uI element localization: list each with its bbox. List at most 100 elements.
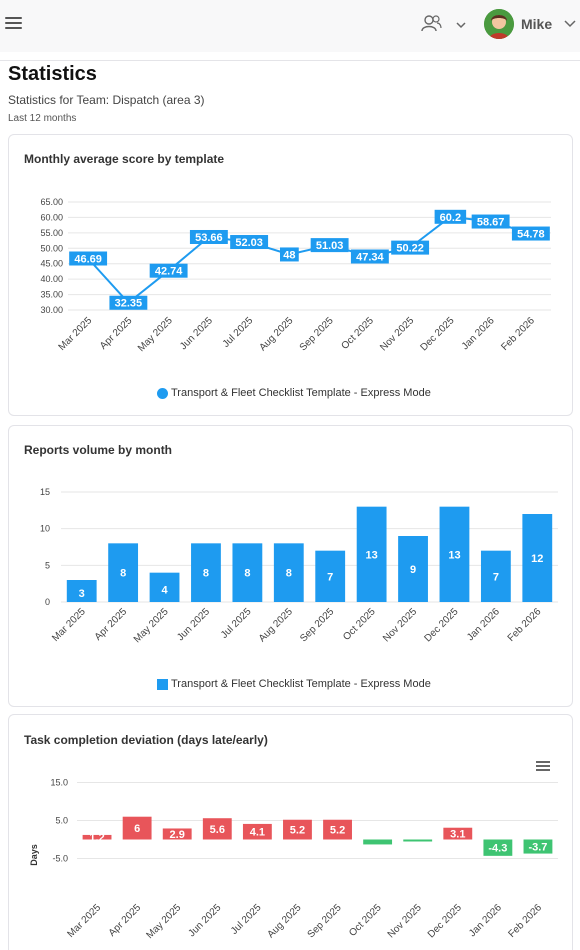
x-tick-label: Nov 2025 [386,902,424,940]
data-label: 5.2 [330,825,345,837]
data-label: 6 [134,823,140,835]
x-tick-label: May 2025 [144,902,183,941]
x-tick-label: Sep 2025 [298,606,336,644]
bar [122,816,152,840]
data-point [149,263,188,278]
x-tick-label: Aug 2025 [257,606,295,644]
data-label: 5.6 [210,824,225,836]
x-tick-label: Oct 2025 [341,606,378,643]
line-chart: 30.00 35.00 40.00 45.00 50.00 55.00 60.00 65.00… [40,197,551,354]
bar [522,514,553,602]
data-point [471,214,510,229]
x-tick-label: May 2025 [136,315,175,354]
bar [273,543,304,602]
x-tick-label: Oct 2025 [347,902,384,939]
data-label: 2.9 [170,829,185,841]
bar [191,543,221,602]
y-tick-label: 35.00 [40,290,63,300]
y-tick-label: 55.00 [40,228,63,238]
bar [523,839,553,854]
data-point [310,238,349,253]
bar [283,819,312,840]
x-tick-label: Apr 2025 [98,315,135,352]
y-tick-label: 40.00 [40,274,63,284]
data-point [69,251,108,266]
x-tick-label: Oct 2025 [340,315,377,352]
bar [483,839,513,856]
data-label: 60.2 [440,212,461,224]
x-tick-label: Mar 2025 [57,315,95,353]
x-tick-label: Jan 2026 [460,315,497,352]
data-label: 4.1 [250,827,265,839]
y-tick-label: 60.00 [40,212,63,222]
hamburger-menu-icon[interactable] [536,761,551,773]
x-tick-label: Sep 2025 [298,315,336,353]
users-icon [421,15,466,32]
y-tick-label: 65.00 [40,197,63,207]
data-label: 13 [366,549,378,561]
avatar [484,9,514,39]
bar [403,839,433,842]
data-point [511,226,550,241]
x-tick-label: Aug 2025 [266,902,304,940]
data-label: 48 [283,249,295,261]
bar [202,818,232,840]
data-label: 3 [79,588,85,600]
deviation-chart-card: Task completion deviation (days late/ear… [8,714,573,950]
data-label: -4.3 [488,843,507,855]
x-tick-label: Sep 2025 [306,902,344,940]
x-tick-label: Dec 2025 [423,606,461,644]
data-label: 50.22 [396,243,424,255]
bar [356,506,387,602]
y-tick-label: -5.0 [52,854,68,864]
bar [232,543,263,602]
x-tick-label: Jan 2026 [465,606,502,643]
x-tick-label: Dec 2025 [418,315,456,353]
x-tick-label: Nov 2025 [381,606,419,644]
volume-chart-card: Reports volume by month 0 5 10 15 3 8 4 8 8 8 7 13 9… [8,425,573,707]
data-label: 12 [531,553,543,565]
y-tick-label: 5.0 [55,816,68,826]
x-tick-label: Dec 2025 [426,902,464,940]
bar [242,823,272,840]
user-menu[interactable]: Mike [484,8,580,40]
page-subtitle: Statistics for Team: Dispatch (area 3) [8,93,205,107]
legend-label: Transport & Fleet Checklist Template - E… [171,387,431,399]
hamburger-icon[interactable] [5,15,22,29]
chart-title: Reports volume by month [24,443,173,457]
x-tick-label: Feb 2026 [506,606,544,644]
bar [443,827,473,840]
data-point [230,235,269,250]
y-tick-label: 45.00 [40,259,63,269]
x-tick-label: Jul 2025 [219,606,254,641]
y-tick-label: 15 [40,487,50,497]
chevron-down-icon [564,20,576,28]
chart-title: Task completion deviation (days late/ear… [24,733,268,747]
x-tick-label: Jun 2025 [178,315,215,352]
data-point [189,229,228,244]
bar [108,543,139,602]
legend-marker-icon [157,388,168,399]
data-label: 5.2 [290,825,305,837]
data-point [391,240,430,255]
y-tick-label: 30.00 [40,305,63,315]
legend-label: Transport & Fleet Checklist Template - E… [171,678,431,690]
page-title: Statistics [8,63,97,85]
y-tick-label: 5 [45,560,50,570]
bar [82,834,112,840]
x-tick-label: Aug 2025 [257,315,295,353]
bar [439,506,470,602]
data-label: 32.35 [115,298,143,310]
user-name: Mike [521,16,553,32]
x-tick-label: Jun 2025 [175,606,212,643]
data-label: 54.78 [517,229,545,241]
data-label: 9 [410,564,416,576]
x-tick-label: Jan 2026 [467,902,504,939]
score-chart-card: Monthly average score by template 30.00 3… [8,134,573,416]
chart-title: Monthly average score by template [24,152,225,166]
data-label: 4 [161,584,168,596]
team-switcher[interactable] [420,13,470,37]
x-tick-label: Jul 2025 [229,902,264,937]
data-label: 42.74 [155,266,183,278]
data-label: 52.03 [235,237,263,249]
